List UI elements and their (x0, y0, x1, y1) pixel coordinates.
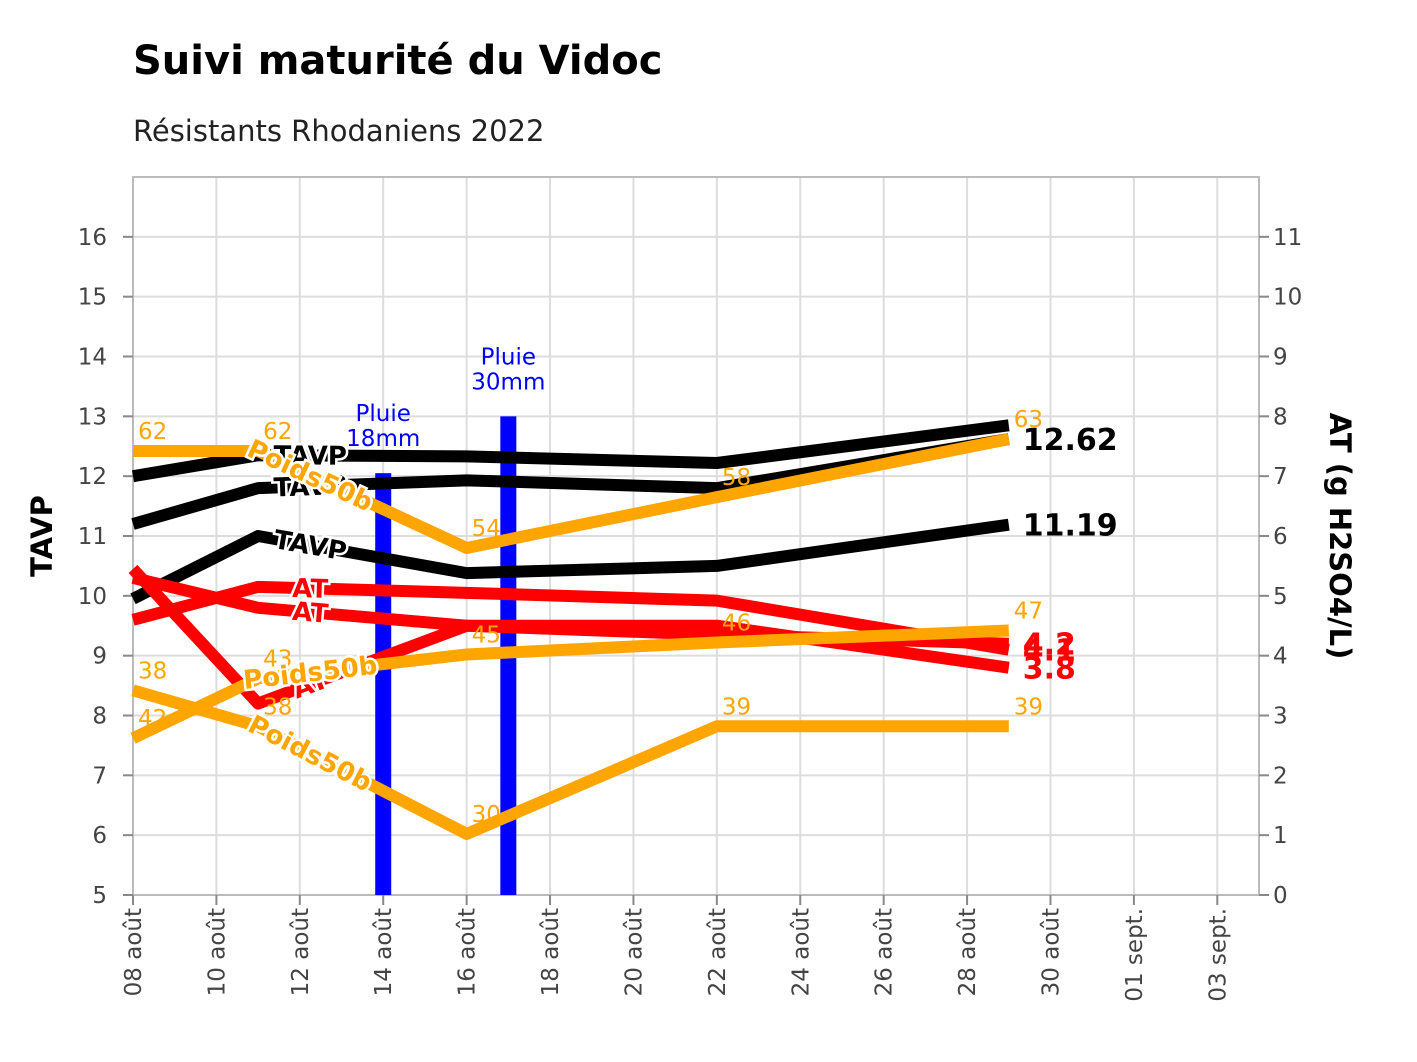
rain-bar-label-line: 30mm (471, 369, 545, 395)
x-tick-label: 28 août (955, 908, 981, 996)
series-inline-label: TAVP (273, 471, 347, 504)
data-label: 47 (1014, 599, 1043, 625)
y-tick-label: 11 (78, 524, 107, 550)
y2-tick-label: 7 (1273, 464, 1288, 490)
chart-subtitle: Résistants Rhodaniens 2022 (133, 114, 544, 148)
data-label: 30 (472, 802, 501, 828)
series-line-tavp (130, 518, 1010, 605)
y2-tick-label: 5 (1273, 584, 1288, 610)
y-tick-label: 7 (92, 763, 107, 789)
x-tick-label: 24 août (788, 908, 814, 996)
x-tick-label: 18 août (538, 908, 564, 996)
series-end-label: 4.1 (1023, 634, 1076, 669)
x-tick-label: 26 août (872, 908, 898, 996)
rain-bar-label-line: 18mm (346, 426, 420, 452)
y2-tick-label: 6 (1273, 524, 1288, 550)
x-tick-label: 14 août (371, 908, 397, 996)
series-inline-label: Poids50b (243, 710, 376, 798)
y2-tick-label: 3 (1273, 704, 1288, 730)
y2-tick-label: 4 (1273, 644, 1288, 670)
rain-bar-label-line: Pluie (481, 344, 536, 370)
y-tick-label: 13 (78, 404, 107, 430)
y2-tick-label: 2 (1273, 763, 1288, 789)
data-label: 39 (1014, 694, 1043, 720)
y-axis-left: 5 6 7 8 9 10 11 12 13 14 15 16 (78, 225, 133, 909)
x-tick-label: 10 août (204, 908, 230, 996)
series-line-tavp (132, 419, 1010, 483)
x-tick-label: 30 août (1038, 908, 1064, 996)
data-label: 45 (472, 622, 501, 648)
data-label: 63 (1014, 407, 1043, 433)
y-tick-label: 6 (92, 823, 107, 849)
series-inline-label: AT (291, 597, 330, 630)
y2-tick-label: 10 (1273, 285, 1302, 311)
series-line-poids50b (133, 433, 1010, 554)
data-label: 62 (138, 419, 167, 445)
data-label: 58 (722, 465, 751, 491)
data-label: 46 (722, 611, 751, 637)
y-tick-label: 5 (92, 883, 107, 909)
y-tick-label: 14 (78, 345, 107, 371)
y-tick-label: 9 (92, 644, 107, 670)
series-line-poids50b (131, 684, 1009, 840)
series-inline-label: AT (292, 574, 329, 605)
x-tick-label: 03 sept. (1205, 908, 1231, 1002)
data-label: 38 (263, 694, 292, 720)
y2-tick-label: 0 (1273, 883, 1288, 909)
series-end-label: 12.62 (1023, 423, 1118, 458)
x-axis: 08 août 10 août 12 août 14 août 16 août 18 ao… (121, 895, 1231, 1002)
rain-bar-label-line: Pluie (356, 401, 411, 427)
x-tick-label: 01 sept. (1122, 908, 1148, 1002)
y2-tick-label: 8 (1273, 404, 1288, 430)
y-axis-right: 0 1 2 3 4 5 6 7 8 9 10 11 (1259, 225, 1302, 909)
y-tick-label: 10 (78, 584, 107, 610)
data-label: 39 (722, 694, 751, 720)
y-tick-label: 16 (78, 225, 107, 251)
series-end-label: 11.19 (1023, 509, 1118, 544)
series-inline-label: TAVP (271, 525, 348, 567)
x-tick-label: 20 août (621, 908, 647, 996)
x-tick-label: 12 août (288, 908, 314, 996)
data-label: 38 (138, 658, 167, 684)
data-label: 42 (138, 706, 167, 732)
x-tick-label: 16 août (455, 908, 481, 996)
y-tick-label: 12 (78, 464, 107, 490)
y-tick-label: 8 (92, 704, 107, 730)
y-axis-right-title: AT (g H2SO4/L) (1323, 413, 1357, 660)
series-line-poids50b (130, 624, 1010, 744)
series-lines (128, 419, 1010, 840)
x-tick-label: 08 août (121, 908, 147, 996)
y2-tick-label: 1 (1273, 823, 1288, 849)
chart-title: Suivi maturité du Vidoc (133, 38, 662, 84)
x-tick-label: 22 août (705, 908, 731, 996)
data-label: 43 (263, 646, 292, 672)
rain-bar-label: Pluie 30mm (471, 344, 545, 395)
y2-tick-label: 11 (1273, 225, 1302, 251)
series-inline-label: TAVP (274, 441, 347, 471)
y-tick-label: 15 (78, 285, 107, 311)
rain-bar (375, 473, 392, 895)
rain-bar-label: Pluie 18mm (346, 401, 420, 452)
data-label: 54 (472, 516, 501, 542)
y-axis-left-title: TAVP (25, 495, 59, 577)
y2-tick-label: 9 (1273, 345, 1288, 371)
series-end-label: 4.2 (1023, 628, 1076, 663)
series-end-label: 3.8 (1023, 652, 1076, 687)
data-label: 62 (263, 419, 292, 445)
